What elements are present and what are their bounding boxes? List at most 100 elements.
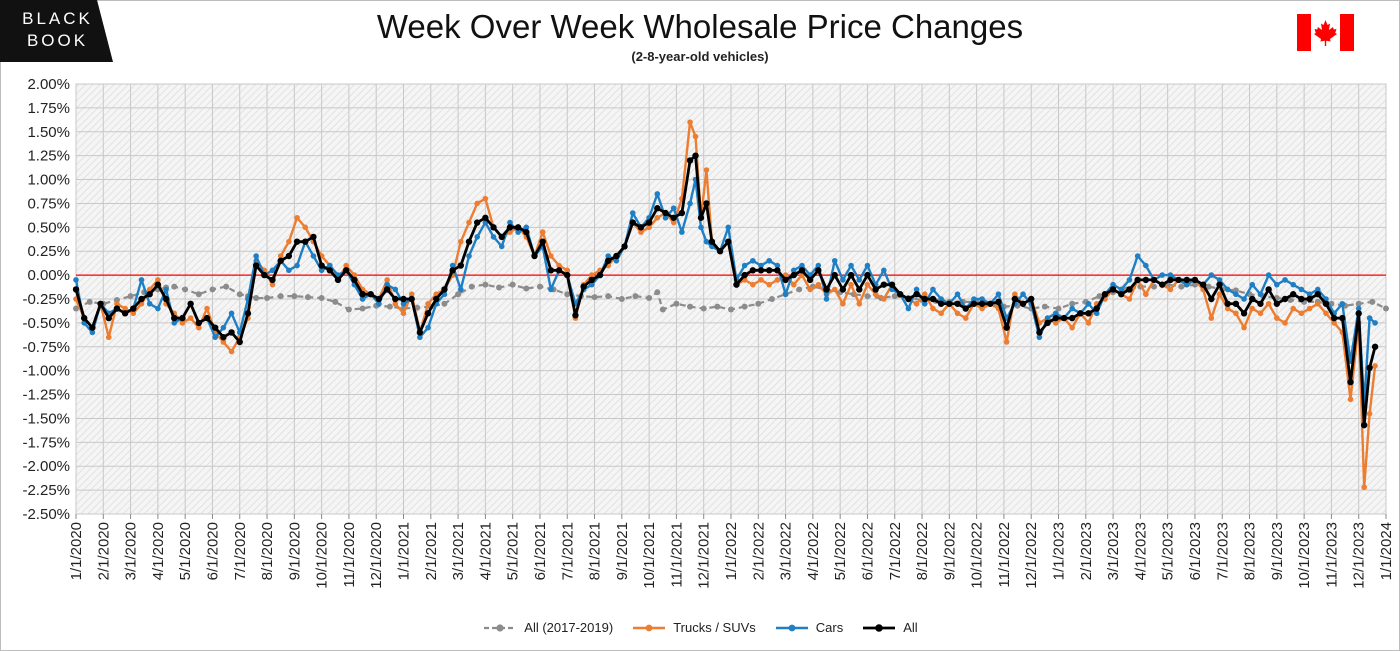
x-tick-label: 2/1/2022 (750, 522, 767, 580)
data-point (673, 300, 680, 307)
chart-subtitle: (2-8-year-old vehicles) (631, 49, 769, 64)
data-point (678, 209, 686, 217)
data-point (605, 293, 612, 300)
legend-item: All (861, 620, 918, 635)
data-point (466, 219, 472, 226)
data-point (798, 267, 806, 274)
data-point (433, 295, 440, 303)
legend-swatch (633, 624, 666, 631)
data-point (1167, 286, 1174, 293)
data-point (72, 286, 80, 293)
chart-legend: All (2017-2019) Trucks / SUVs Cars All (0, 620, 1400, 635)
data-point (638, 229, 644, 235)
data-point (1126, 277, 1133, 283)
data-point (1257, 300, 1264, 307)
y-tick-label: -1.25% (22, 387, 70, 404)
x-tick-label: 10/1/2023 (1296, 522, 1313, 589)
data-point (458, 238, 464, 245)
data-point (806, 276, 814, 284)
data-point (938, 310, 944, 317)
data-point (539, 229, 546, 235)
data-point (1150, 276, 1158, 284)
x-tick-label: 12/1/2021 (696, 522, 713, 589)
data-point (384, 277, 390, 283)
data-point (815, 281, 822, 288)
data-point (1339, 300, 1346, 307)
data-point (1290, 305, 1297, 312)
data-point (1011, 295, 1019, 303)
data-point (596, 271, 604, 279)
data-point (408, 291, 415, 298)
data-point (1287, 296, 1294, 303)
data-point (400, 300, 407, 307)
data-point (1298, 295, 1305, 303)
data-point (548, 253, 554, 259)
data-point (425, 300, 431, 307)
data-point (359, 291, 366, 298)
data-point (703, 167, 710, 173)
data-point (138, 277, 145, 283)
y-tick-label: 0.75% (27, 195, 70, 212)
data-point (1183, 276, 1190, 284)
data-point (790, 281, 797, 288)
data-point (604, 257, 612, 264)
x-tick-label: 6/1/2022 (859, 522, 876, 580)
data-point (831, 257, 838, 264)
data-point (1330, 314, 1338, 322)
data-point (408, 295, 415, 303)
data-point (228, 310, 235, 317)
data-point (564, 267, 571, 274)
data-point (1290, 281, 1297, 288)
data-point (703, 200, 710, 207)
legend-label: Cars (815, 620, 844, 635)
data-point (741, 303, 748, 310)
data-point (1118, 286, 1125, 293)
y-tick-label: -2.25% (22, 482, 70, 499)
data-point (1274, 281, 1280, 288)
data-point (913, 300, 920, 307)
data-point (1093, 305, 1100, 312)
data-point (294, 262, 300, 269)
data-point (236, 291, 243, 298)
data-point (646, 295, 653, 302)
data-point (1265, 272, 1272, 278)
x-tick-label: 12/1/2022 (1023, 522, 1040, 589)
data-point (687, 119, 693, 126)
data-point (733, 281, 740, 288)
y-tick-label: -1.50% (22, 410, 70, 427)
data-point (424, 310, 432, 317)
data-point (203, 314, 211, 322)
data-point (441, 286, 448, 293)
data-point (1331, 320, 1337, 326)
data-point (758, 277, 764, 283)
data-point (1167, 276, 1174, 284)
data-point (1199, 281, 1207, 288)
data-point (1232, 300, 1240, 307)
data-point (848, 281, 854, 288)
data-point (482, 281, 489, 288)
x-tick-label: 2/1/2023 (1078, 522, 1095, 580)
data-point (774, 262, 781, 269)
data-point (654, 205, 661, 212)
data-point (473, 219, 481, 226)
data-point (490, 234, 497, 240)
y-tick-label: 2.00% (27, 76, 70, 93)
data-point (662, 214, 669, 221)
data-point (1052, 314, 1059, 322)
x-tick-label: 10/1/2020 (314, 522, 331, 589)
y-tick-label: -0.25% (22, 291, 70, 308)
x-tick-label: 12/1/2020 (368, 522, 385, 589)
data-point (548, 286, 554, 293)
data-point (253, 253, 259, 259)
y-tick-label: -1.00% (22, 363, 70, 380)
x-tick-label: 10/1/2021 (641, 522, 658, 589)
data-point (163, 286, 169, 293)
y-tick-label: 1.25% (27, 148, 70, 165)
data-point (1371, 343, 1379, 350)
data-point (929, 295, 937, 303)
data-point (572, 312, 579, 319)
data-point (1085, 310, 1092, 317)
data-point (872, 286, 879, 293)
data-point (1085, 300, 1092, 307)
data-point (1118, 291, 1125, 298)
